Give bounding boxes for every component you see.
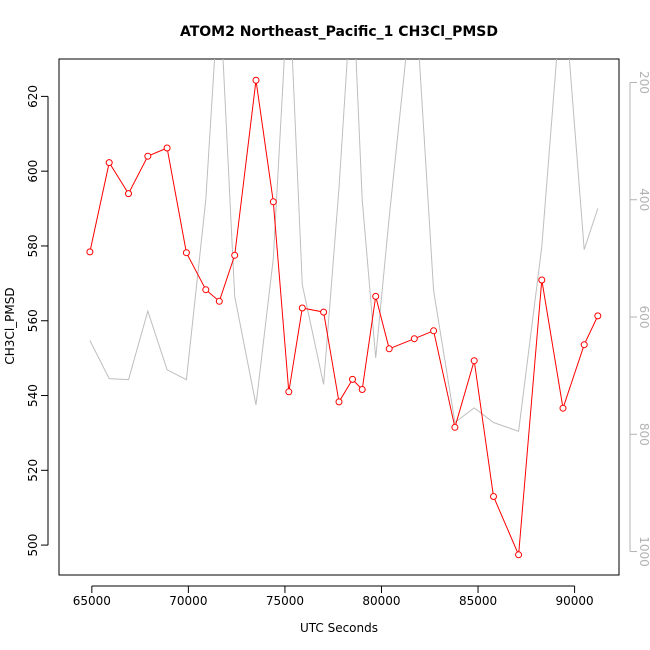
x-tick-label: 65000 xyxy=(73,594,111,608)
y2-tick-label: 800 xyxy=(637,423,650,446)
y-tick-label: 620 xyxy=(26,85,40,108)
y2-tick-label: 400 xyxy=(637,188,650,211)
data-point xyxy=(372,292,380,300)
series-layer xyxy=(86,59,602,559)
data-point xyxy=(594,312,602,320)
data-point xyxy=(559,404,567,412)
data-point xyxy=(335,398,343,406)
plot-area xyxy=(86,59,602,559)
gray-series-line xyxy=(89,59,599,432)
y-tick-label: 600 xyxy=(26,160,40,183)
data-point xyxy=(451,423,459,431)
data-point xyxy=(430,327,438,335)
data-point xyxy=(538,276,546,284)
data-point xyxy=(105,159,113,167)
chart-title: ATOM2 Northeast_Pacific_1 CH3Cl_PMSD xyxy=(180,24,498,40)
data-point xyxy=(202,286,210,294)
data-point xyxy=(580,341,588,349)
data-point xyxy=(269,198,277,206)
x-tick-label: 80000 xyxy=(362,594,400,608)
y-axis-label: CH3Cl_PMSD xyxy=(3,287,17,364)
data-point xyxy=(358,386,366,393)
x-tick-label: 90000 xyxy=(555,594,593,608)
data-point xyxy=(215,297,223,305)
x-tick-label: 85000 xyxy=(459,594,497,608)
y2-tick-label: 200 xyxy=(637,71,650,94)
data-point xyxy=(515,551,523,559)
data-point xyxy=(470,357,478,365)
red-series-line xyxy=(89,80,599,555)
x-tick-label: 75000 xyxy=(266,594,304,608)
data-point xyxy=(86,248,94,256)
axes: 65000 70000 75000 80000 85000 90000 500 520 540 5… xyxy=(26,71,650,608)
data-point xyxy=(182,249,190,257)
y-tick-label: 520 xyxy=(26,459,40,482)
y-tick-label: 580 xyxy=(26,235,40,258)
y2-tick-label: 1000 xyxy=(637,536,650,567)
plot-frame xyxy=(58,58,620,576)
data-point xyxy=(231,251,239,259)
data-point xyxy=(298,304,306,312)
data-point xyxy=(320,308,328,316)
x-axis-label: UTC Seconds xyxy=(300,621,378,635)
y-tick-label: 540 xyxy=(26,384,40,407)
y-tick-label: 560 xyxy=(26,309,40,332)
data-point xyxy=(349,375,356,383)
y-tick-label: 500 xyxy=(26,534,40,557)
data-point xyxy=(252,76,260,84)
y2-tick-label: 600 xyxy=(637,306,650,329)
data-point xyxy=(385,345,393,353)
data-point xyxy=(144,152,152,160)
x-tick-label: 70000 xyxy=(169,594,207,608)
data-point xyxy=(490,493,497,500)
data-point xyxy=(410,335,418,343)
data-point xyxy=(125,190,132,198)
data-point xyxy=(285,388,293,396)
data-point xyxy=(163,144,171,152)
